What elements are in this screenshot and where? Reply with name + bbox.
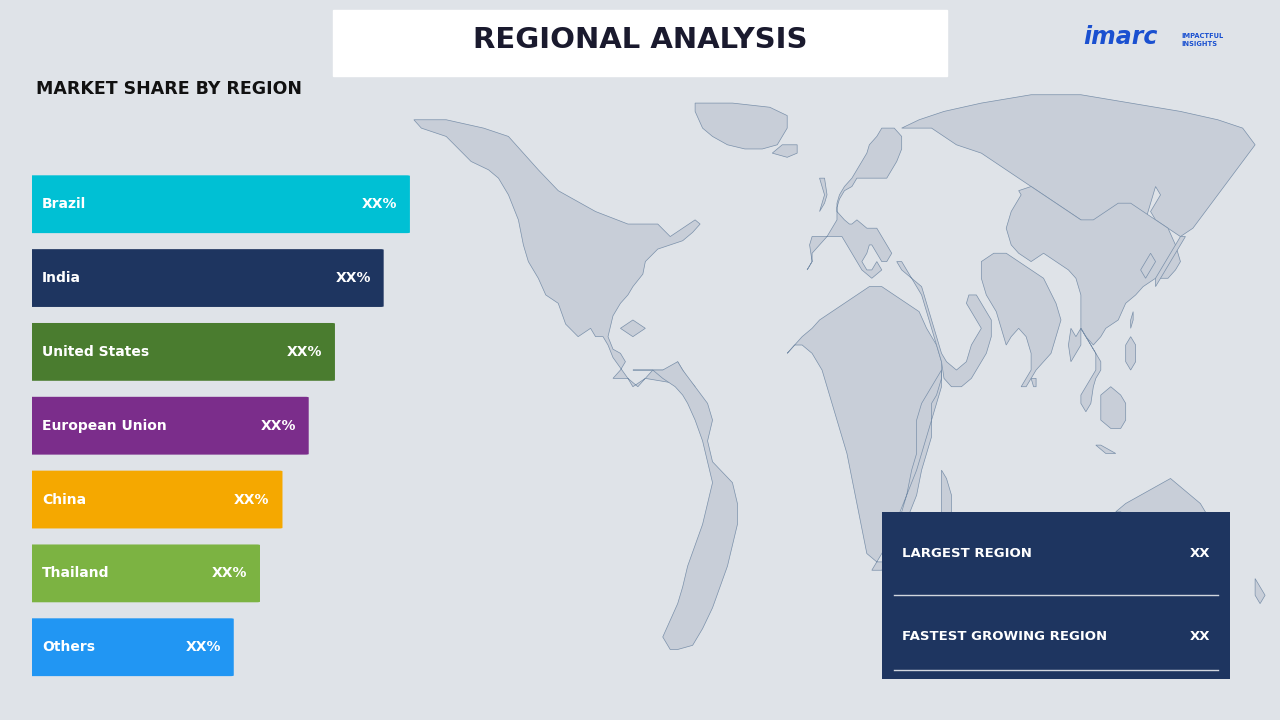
Polygon shape bbox=[808, 128, 901, 278]
Text: XX%: XX% bbox=[211, 567, 247, 580]
Text: European Union: European Union bbox=[42, 419, 166, 433]
Text: IMPACTFUL
INSIGHTS: IMPACTFUL INSIGHTS bbox=[1181, 33, 1224, 47]
Text: XX%: XX% bbox=[361, 197, 397, 211]
Polygon shape bbox=[1156, 237, 1185, 287]
Text: XX%: XX% bbox=[234, 492, 270, 507]
Text: Brazil: Brazil bbox=[42, 197, 86, 211]
Text: imarc: imarc bbox=[1083, 24, 1157, 49]
FancyBboxPatch shape bbox=[29, 471, 283, 528]
Text: XX%: XX% bbox=[335, 271, 371, 285]
Polygon shape bbox=[1096, 445, 1116, 454]
Text: FASTEST GROWING REGION: FASTEST GROWING REGION bbox=[901, 631, 1107, 644]
Polygon shape bbox=[901, 95, 1256, 253]
Polygon shape bbox=[1125, 337, 1135, 370]
Text: China: China bbox=[42, 492, 86, 507]
FancyBboxPatch shape bbox=[29, 618, 234, 676]
Text: XX%: XX% bbox=[260, 419, 296, 433]
Polygon shape bbox=[621, 320, 645, 337]
Text: XX: XX bbox=[1190, 631, 1211, 644]
Polygon shape bbox=[1130, 312, 1133, 328]
Polygon shape bbox=[982, 253, 1061, 387]
Polygon shape bbox=[1101, 387, 1125, 428]
Polygon shape bbox=[1256, 579, 1265, 603]
Text: XX: XX bbox=[1190, 547, 1211, 560]
Text: Others: Others bbox=[42, 640, 95, 654]
Polygon shape bbox=[897, 261, 991, 387]
Text: REGIONAL ANALYSIS: REGIONAL ANALYSIS bbox=[472, 26, 808, 54]
Polygon shape bbox=[772, 145, 797, 157]
Polygon shape bbox=[413, 120, 700, 387]
FancyBboxPatch shape bbox=[29, 249, 384, 307]
FancyBboxPatch shape bbox=[882, 512, 1230, 679]
Polygon shape bbox=[695, 103, 787, 149]
FancyBboxPatch shape bbox=[333, 10, 947, 76]
Polygon shape bbox=[942, 470, 951, 520]
Polygon shape bbox=[1006, 186, 1180, 345]
Polygon shape bbox=[632, 361, 737, 649]
Polygon shape bbox=[1032, 379, 1036, 387]
Polygon shape bbox=[1116, 479, 1215, 579]
FancyBboxPatch shape bbox=[29, 175, 410, 233]
FancyBboxPatch shape bbox=[29, 323, 335, 381]
Text: India: India bbox=[42, 271, 81, 285]
Polygon shape bbox=[787, 287, 942, 570]
Polygon shape bbox=[819, 178, 827, 212]
Polygon shape bbox=[1140, 253, 1156, 278]
Text: XX%: XX% bbox=[186, 640, 221, 654]
Text: United States: United States bbox=[42, 345, 148, 359]
Text: LARGEST REGION: LARGEST REGION bbox=[901, 547, 1032, 560]
Polygon shape bbox=[1069, 328, 1101, 412]
FancyBboxPatch shape bbox=[29, 397, 308, 454]
Text: XX%: XX% bbox=[287, 345, 323, 359]
FancyBboxPatch shape bbox=[29, 544, 260, 603]
Text: Thailand: Thailand bbox=[42, 567, 109, 580]
Text: MARKET SHARE BY REGION: MARKET SHARE BY REGION bbox=[36, 80, 302, 98]
